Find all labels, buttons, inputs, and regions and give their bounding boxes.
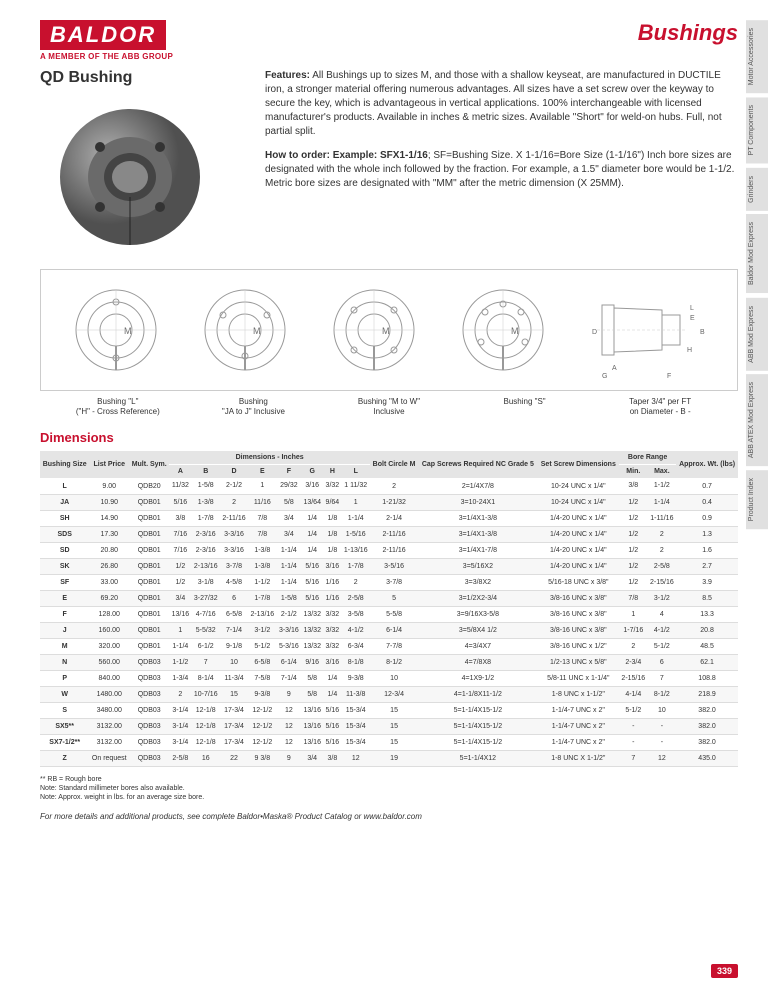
- diagram-l: M: [66, 280, 166, 380]
- howto-label: How to order: Example: SFX1-1/16: [265, 150, 428, 161]
- table-row: SX5**3132.00QDB033-1/412-1/817-3/412-1/2…: [40, 718, 738, 734]
- table-row: F128.00QDB0113/164-7/166-5/82-13/162-1/2…: [40, 606, 738, 622]
- table-row: L9.00QDB2011/321-5/82-1/2129/323/163/321…: [40, 478, 738, 494]
- table-row: SH14.90QDB013/81-7/82-11/167/83/41/41/81…: [40, 510, 738, 526]
- page-number: 339: [711, 964, 738, 978]
- svg-text:G: G: [602, 373, 607, 380]
- table-row: J160.00QDB0115-5/327-1/43-1/23-3/1613/32…: [40, 622, 738, 638]
- table-row: P840.00QDB031-3/48-1/411-3/47-5/87-1/45/…: [40, 670, 738, 686]
- diagrams-row: M M: [40, 269, 738, 391]
- brand-logo: BALDOR: [40, 20, 166, 50]
- th-dim-inches: Dimensions - Inches: [169, 451, 370, 465]
- side-tab[interactable]: Motor Accessories: [746, 20, 768, 93]
- diagram-m-w: M: [324, 280, 424, 380]
- svg-text:L: L: [690, 305, 694, 312]
- svg-text:M: M: [124, 326, 132, 336]
- svg-text:B: B: [700, 329, 705, 336]
- th-list-price: List Price: [89, 451, 129, 478]
- side-tabs: Motor Accessories PT Components Grinders Ba…: [746, 20, 768, 530]
- th-dim: G: [301, 465, 323, 479]
- th-dim: D: [220, 465, 248, 479]
- th-cap-screws: Cap Screws Required NC Grade 5: [418, 451, 537, 478]
- table-row: ZOn requestQDB032-5/816229 3/893/43/8121…: [40, 750, 738, 766]
- diagram-ja-j: M: [195, 280, 295, 380]
- product-title: QD Bushing: [40, 69, 245, 87]
- th-dim: L: [341, 465, 370, 479]
- svg-text:M: M: [511, 326, 519, 336]
- svg-text:F: F: [667, 373, 671, 380]
- th-mult-sym: Mult. Sym.: [129, 451, 169, 478]
- side-tab[interactable]: Baldor Mod Express: [746, 214, 768, 293]
- svg-text:E: E: [690, 315, 695, 322]
- svg-text:H: H: [687, 347, 692, 354]
- th-dim: B: [191, 465, 220, 479]
- diagram-s: M: [453, 280, 553, 380]
- section-title: Dimensions: [40, 430, 738, 445]
- table-row: SX7-1/2**3132.00QDB033-1/412-1/817-3/412…: [40, 734, 738, 750]
- th-dim: E: [248, 465, 277, 479]
- table-row: SF33.00QDB011/23-1/84-5/81-1/21-1/45/161…: [40, 574, 738, 590]
- side-tab[interactable]: ABB Mod Express: [746, 298, 768, 371]
- side-tab[interactable]: ABB ATEX Mod Express: [746, 374, 768, 466]
- dimensions-table: Bushing Size List Price Mult. Sym. Dimen…: [40, 451, 738, 767]
- logo-block: BALDOR A MEMBER OF THE ABB GROUP: [40, 20, 173, 61]
- features-block: Features: All Bushings up to sizes M, an…: [265, 69, 738, 139]
- th-bore-range: Bore Range: [619, 451, 676, 465]
- diagram-labels: Bushing "L"("H" - Cross Reference) Bushi…: [40, 397, 738, 416]
- th-bushing-size: Bushing Size: [40, 451, 89, 478]
- side-tab[interactable]: Grinders: [746, 168, 768, 211]
- svg-text:M: M: [382, 326, 390, 336]
- page-title: Bushings: [638, 20, 738, 46]
- footnotes: ** RB = Rough bore Note: Standard millim…: [40, 775, 738, 802]
- th-bore: Max.: [648, 465, 677, 479]
- th-dim: H: [323, 465, 341, 479]
- table-row: M320.00QDB011-1/46-1/29-1/85-1/25-3/1613…: [40, 638, 738, 654]
- brand-subtitle: A MEMBER OF THE ABB GROUP: [40, 52, 173, 61]
- table-row: N560.00QDB031-1/27106-5/86-1/49/163/168-…: [40, 654, 738, 670]
- features-text: All Bushings up to sizes M, and those wi…: [265, 70, 722, 137]
- table-row: SDS17.30QDB017/162-3/163-3/167/83/41/41/…: [40, 526, 738, 542]
- svg-text:D: D: [592, 329, 597, 336]
- table-row: E69.20QDB013/43-27/3261-7/81-5/85/161/16…: [40, 590, 738, 606]
- side-tab[interactable]: PT Components: [746, 97, 768, 163]
- th-dim: F: [277, 465, 302, 479]
- footer-line: For more details and additional products…: [40, 812, 738, 821]
- table-row: S3480.00QDB033-1/412-1/817-3/412-1/21213…: [40, 702, 738, 718]
- side-tab[interactable]: Product Index: [746, 470, 768, 529]
- table-row: W1480.00QDB03210-7/16159-3/895/81/411-3/…: [40, 686, 738, 702]
- table-row: SD20.80QDB017/162-3/163-3/161-3/81-1/41/…: [40, 542, 738, 558]
- svg-text:A: A: [612, 365, 617, 372]
- th-dim: A: [169, 465, 191, 479]
- diagram-taper: L E D B A H G F: [582, 280, 712, 380]
- th-bore: Min.: [619, 465, 648, 479]
- svg-text:M: M: [253, 326, 261, 336]
- howto-block: How to order: Example: SFX1-1/16; SF=Bus…: [265, 149, 738, 191]
- features-label: Features:: [265, 70, 310, 81]
- product-image: [50, 97, 210, 257]
- th-approx-wt: Approx. Wt. (lbs): [676, 451, 738, 478]
- table-row: SK26.80QDB011/22-13/163-7/81-3/81-1/45/1…: [40, 558, 738, 574]
- th-bolt-circle: Bolt Circle M: [370, 451, 418, 478]
- th-set-screw: Set Screw Dimensions: [538, 451, 619, 478]
- table-row: JA10.90QDB015/161-3/8211/165/813/649/641…: [40, 494, 738, 510]
